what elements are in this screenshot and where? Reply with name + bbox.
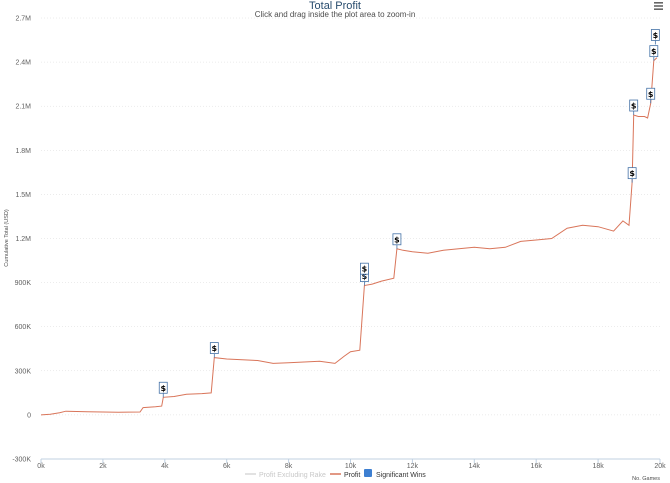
significant-win-flag[interactable]: $ [646, 87, 656, 104]
legend-label-profit-excluding-rake: Profit Excluding Rake [259, 472, 326, 479]
significant-win-flag[interactable]: $ [158, 381, 168, 398]
flag-label: $ [362, 265, 368, 274]
y-axis-title: Cumulative Total (USD) [4, 209, 10, 267]
y-tick-label: 2.1M [15, 104, 31, 111]
x-axis-ticks: 0k 2k 4k 6k 8k 10k 12k 14k 16k 18k 20k [37, 459, 666, 470]
significant-win-flag[interactable]: $ [629, 99, 639, 116]
grid-lines [41, 17, 660, 460]
x-tick-label: 12k [407, 463, 419, 470]
legend-label-significant-wins: Significant Wins [376, 472, 426, 479]
y-tick-label: 2.7M [15, 16, 31, 23]
x-axis-title: No. Games [632, 476, 660, 482]
profit-series-line[interactable] [40, 57, 658, 416]
x-tick-label: 0k [37, 463, 45, 470]
legend-item-significant-wins[interactable]: Significant Wins [364, 469, 426, 479]
y-tick-label: 600K [15, 324, 32, 331]
significant-win-flag[interactable]: $ [392, 233, 402, 249]
y-tick-label: 1.5M [15, 192, 31, 199]
legend-item-profit-excluding-rake[interactable]: Profit Excluding Rake [245, 472, 326, 479]
flag-label: $ [160, 384, 166, 393]
chart-subtitle: Click and drag inside the plot area to z… [255, 10, 416, 19]
x-tick-label: 18k [592, 463, 604, 470]
y-axis-ticks: -300K 0 300K 600K 900K 1.2M 1.5M 1.8M 2.1M 2.4M 2.… [12, 16, 31, 464]
flag-label: $ [648, 90, 654, 99]
x-tick-label: 2k [99, 463, 107, 470]
legend: Profit Excluding Rake Profit Significant… [245, 469, 426, 479]
flag-label: $ [631, 102, 637, 111]
significant-win-flag[interactable]: $ [649, 45, 659, 61]
y-tick-label: 900K [15, 280, 32, 287]
x-tick-label: 10k [345, 463, 357, 470]
flag-label: $ [653, 31, 659, 40]
y-tick-label: 2.4M [15, 60, 31, 67]
y-tick-label: 1.2M [15, 236, 31, 243]
significant-wins-flags: $$$$$$$$$$ [158, 29, 660, 398]
x-tick-label: 4k [161, 463, 169, 470]
significant-win-flag[interactable]: $ [627, 167, 637, 183]
significant-win-flag[interactable]: $ [209, 342, 219, 358]
y-tick-label: 1.8M [15, 148, 31, 155]
x-tick-label: 8k [285, 463, 293, 470]
legend-item-profit[interactable]: Profit [330, 472, 360, 479]
hamburger-menu-icon[interactable] [651, 1, 665, 11]
x-tick-label: 14k [469, 463, 481, 470]
chart-title: Total Profit [309, 0, 361, 12]
significant-win-flag[interactable]: $ [650, 29, 660, 45]
legend-label-profit: Profit [344, 472, 360, 479]
flag-label: $ [394, 235, 400, 244]
significant-win-flag[interactable]: $ [360, 262, 369, 279]
x-tick-label: 16k [531, 463, 543, 470]
y-tick-label: 300K [15, 368, 32, 375]
y-tick-label: 0 [27, 412, 31, 419]
y-tick-label: -300K [12, 457, 31, 464]
flag-label: $ [651, 47, 657, 56]
x-tick-label: 6k [223, 463, 231, 470]
flag-label: $ [212, 344, 218, 353]
flag-label: $ [629, 169, 635, 178]
x-tick-label: 20k [654, 463, 666, 470]
